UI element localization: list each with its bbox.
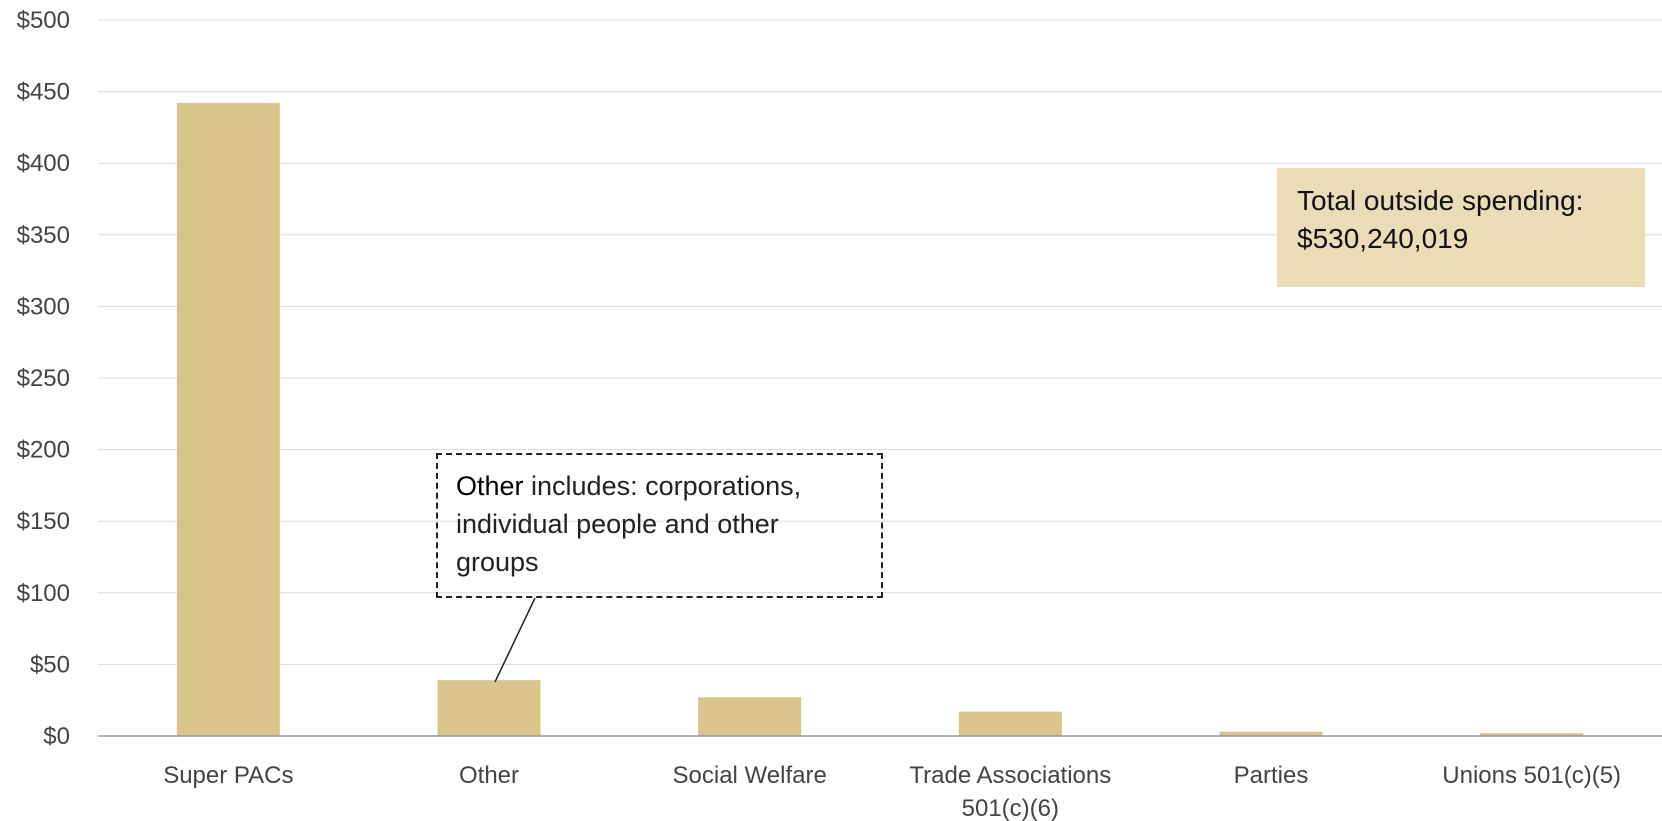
bars bbox=[176, 103, 1584, 736]
y-tick-label: $300 bbox=[17, 293, 70, 320]
bar bbox=[698, 697, 802, 736]
annotation-leader-line bbox=[494, 597, 536, 683]
x-category-label: Social Welfare bbox=[673, 762, 827, 789]
y-tick-label: $450 bbox=[17, 79, 70, 106]
other-note-annotation: Other includes: corporations, individual… bbox=[436, 453, 883, 598]
y-tick-label: $500 bbox=[17, 7, 70, 34]
note-lead-text: Other bbox=[456, 471, 524, 501]
y-tick-label: $400 bbox=[17, 150, 70, 177]
y-tick-label: $350 bbox=[17, 222, 70, 249]
gridlines bbox=[98, 19, 1662, 665]
x-category-label: Unions 501(c)(5) bbox=[1442, 762, 1621, 789]
bar bbox=[1219, 731, 1323, 736]
x-category-label: Super PACs bbox=[163, 762, 293, 789]
x-category-label: Parties bbox=[1234, 762, 1309, 789]
bar bbox=[437, 680, 541, 736]
y-tick-label: $150 bbox=[17, 508, 70, 535]
y-axis-tick-labels: $0 $50 $100 $150 $200 $250 $300 $350 $400 $450 $50… bbox=[17, 7, 70, 750]
total-label: Total outside spending: bbox=[1297, 185, 1584, 216]
y-tick-label: $0 bbox=[43, 723, 70, 750]
y-tick-label: $100 bbox=[17, 580, 70, 607]
note-body-text: includes: corporations, individual peopl… bbox=[456, 471, 802, 577]
y-tick-label: $200 bbox=[17, 437, 70, 464]
bar bbox=[176, 103, 280, 736]
y-tick-label: $50 bbox=[30, 651, 70, 678]
bar bbox=[958, 711, 1062, 736]
x-category-label: Trade Associations 501(c)(6) bbox=[909, 762, 1111, 821]
total-value: $530,240,019 bbox=[1297, 223, 1469, 254]
x-category-label: Other bbox=[459, 762, 519, 789]
x-axis-category-labels: Super PACs Other Social Welfare Trade Assoc… bbox=[163, 762, 1621, 821]
total-spending-annotation: Total outside spending: $530,240,019 bbox=[1277, 168, 1645, 287]
bar bbox=[1480, 733, 1584, 736]
y-tick-label: $250 bbox=[17, 365, 70, 392]
